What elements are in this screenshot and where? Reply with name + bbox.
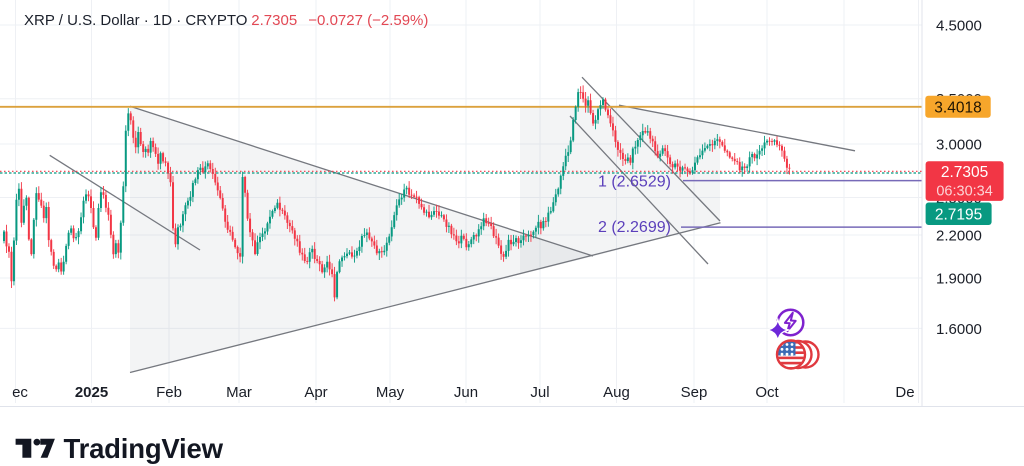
svg-text:ec: ec	[12, 384, 28, 401]
svg-text:1.9000: 1.9000	[936, 271, 982, 288]
svg-text:XRP / U.S. Dollar · 1D · CRYPT: XRP / U.S. Dollar · 1D · CRYPTO	[24, 12, 247, 29]
svg-text:1 (2.6529): 1 (2.6529)	[598, 174, 671, 191]
svg-text:4.5000: 4.5000	[936, 18, 982, 35]
svg-text:−0.0727 (−2.59%): −0.0727 (−2.59%)	[308, 12, 428, 29]
svg-text:Jun: Jun	[454, 384, 478, 401]
svg-text:Aug: Aug	[603, 384, 630, 401]
svg-text:Oct: Oct	[755, 384, 779, 401]
svg-text:2 (2.2699): 2 (2.2699)	[598, 219, 671, 236]
svg-text:1.6000: 1.6000	[936, 321, 982, 338]
svg-text:Apr: Apr	[304, 384, 327, 401]
svg-text:2.7195: 2.7195	[935, 207, 982, 224]
svg-text:3.4018: 3.4018	[934, 100, 981, 117]
svg-text:Sep: Sep	[681, 384, 708, 401]
svg-text:Feb: Feb	[156, 384, 182, 401]
svg-text:2.7305: 2.7305	[941, 164, 988, 181]
svg-text:TradingView: TradingView	[64, 433, 224, 464]
svg-text:2.2000: 2.2000	[936, 228, 982, 245]
svg-text:May: May	[376, 384, 405, 401]
svg-text:3.0000: 3.0000	[936, 137, 982, 154]
svg-text:2025: 2025	[75, 384, 108, 401]
svg-text:Mar: Mar	[226, 384, 252, 401]
svg-text:2.7305: 2.7305	[251, 12, 297, 29]
svg-text:Jul: Jul	[530, 384, 549, 401]
svg-text:De: De	[895, 384, 914, 401]
svg-text:06:30:34: 06:30:34	[936, 184, 992, 200]
